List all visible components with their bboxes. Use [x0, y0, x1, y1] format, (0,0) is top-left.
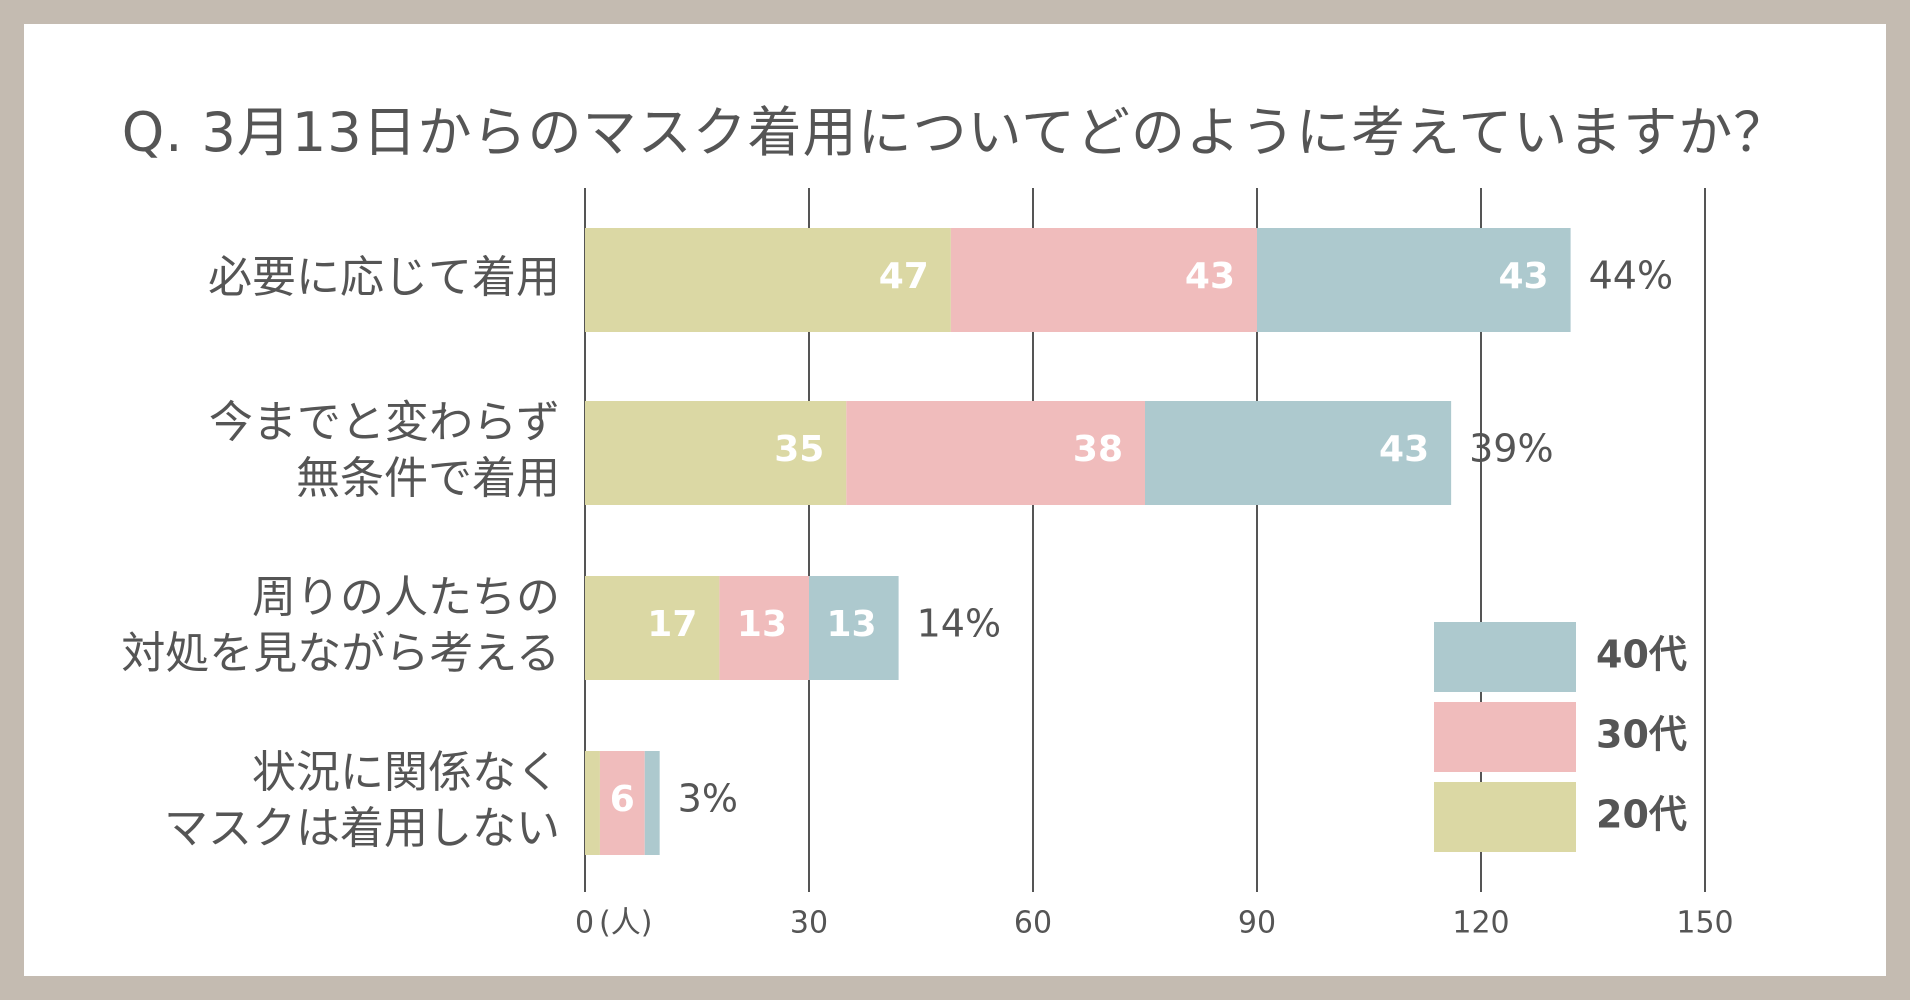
x-tick-label: 0: [575, 906, 594, 941]
category-label: 対処を見ながら考える: [121, 628, 560, 679]
bar-value-label: 13: [826, 604, 876, 645]
bar-segment-30代: [950, 228, 1257, 332]
bar-value-label: 17: [647, 604, 697, 645]
x-tick-label: 120: [1452, 906, 1509, 941]
bar-segment-30代: [599, 751, 645, 855]
bar-segment-40代: [644, 751, 660, 855]
x-tick-label: 90: [1238, 906, 1276, 941]
bar-segment-30代: [719, 576, 809, 680]
legend-label: 30代: [1596, 713, 1687, 757]
bar-segment-40代: [1145, 401, 1452, 505]
bar-segment-20代: [585, 751, 600, 855]
category-label: 状況に関係なく: [252, 747, 560, 798]
x-tick-label: 150: [1676, 906, 1733, 941]
x-tick-label: 30: [790, 906, 828, 941]
x-axis-unit: (人): [599, 906, 652, 941]
x-tick-label: 60: [1014, 906, 1052, 941]
bar-segment-40代: [809, 576, 899, 680]
category-label: 必要に応じて着用: [208, 252, 560, 303]
legend-label: 20代: [1596, 793, 1687, 837]
legend-label: 40代: [1596, 633, 1687, 677]
bar-segment-20代: [585, 576, 720, 680]
bar-segment-30代: [846, 401, 1145, 505]
bar-value-label: 47: [879, 256, 929, 297]
bar-segment-20代: [585, 228, 951, 332]
percentage-label: 3%: [678, 777, 738, 821]
category-label: 無条件で着用: [296, 453, 560, 504]
legend-swatch-20代: [1434, 782, 1576, 852]
bar-value-label: 6: [610, 779, 635, 820]
bar-segment-40代: [1257, 228, 1571, 332]
chart-card: Q. 3月13日からのマスク着用についてどのように考えていますか？: [24, 24, 1886, 976]
bar-value-label: 43: [1185, 256, 1235, 297]
bar-value-label: 35: [774, 429, 824, 470]
percentage-label: 14%: [917, 602, 1001, 646]
percentage-label: 39%: [1469, 427, 1553, 471]
bar-value-label: 13: [737, 604, 787, 645]
bar-segment-20代: [585, 401, 847, 505]
legend-swatch-40代: [1434, 622, 1576, 692]
percentage-label: 44%: [1589, 254, 1673, 298]
category-label: 周りの人たちの: [252, 572, 560, 623]
category-label: 今までと変わらず: [209, 397, 560, 448]
category-label: マスクは着用しない: [164, 803, 560, 854]
legend-swatch-30代: [1434, 702, 1576, 772]
bar-value-label: 38: [1073, 429, 1123, 470]
bar-value-label: 43: [1379, 429, 1429, 470]
bar-value-label: 43: [1498, 256, 1548, 297]
chart-title: Q. 3月13日からのマスク着用についてどのように考えていますか？: [121, 101, 1789, 164]
